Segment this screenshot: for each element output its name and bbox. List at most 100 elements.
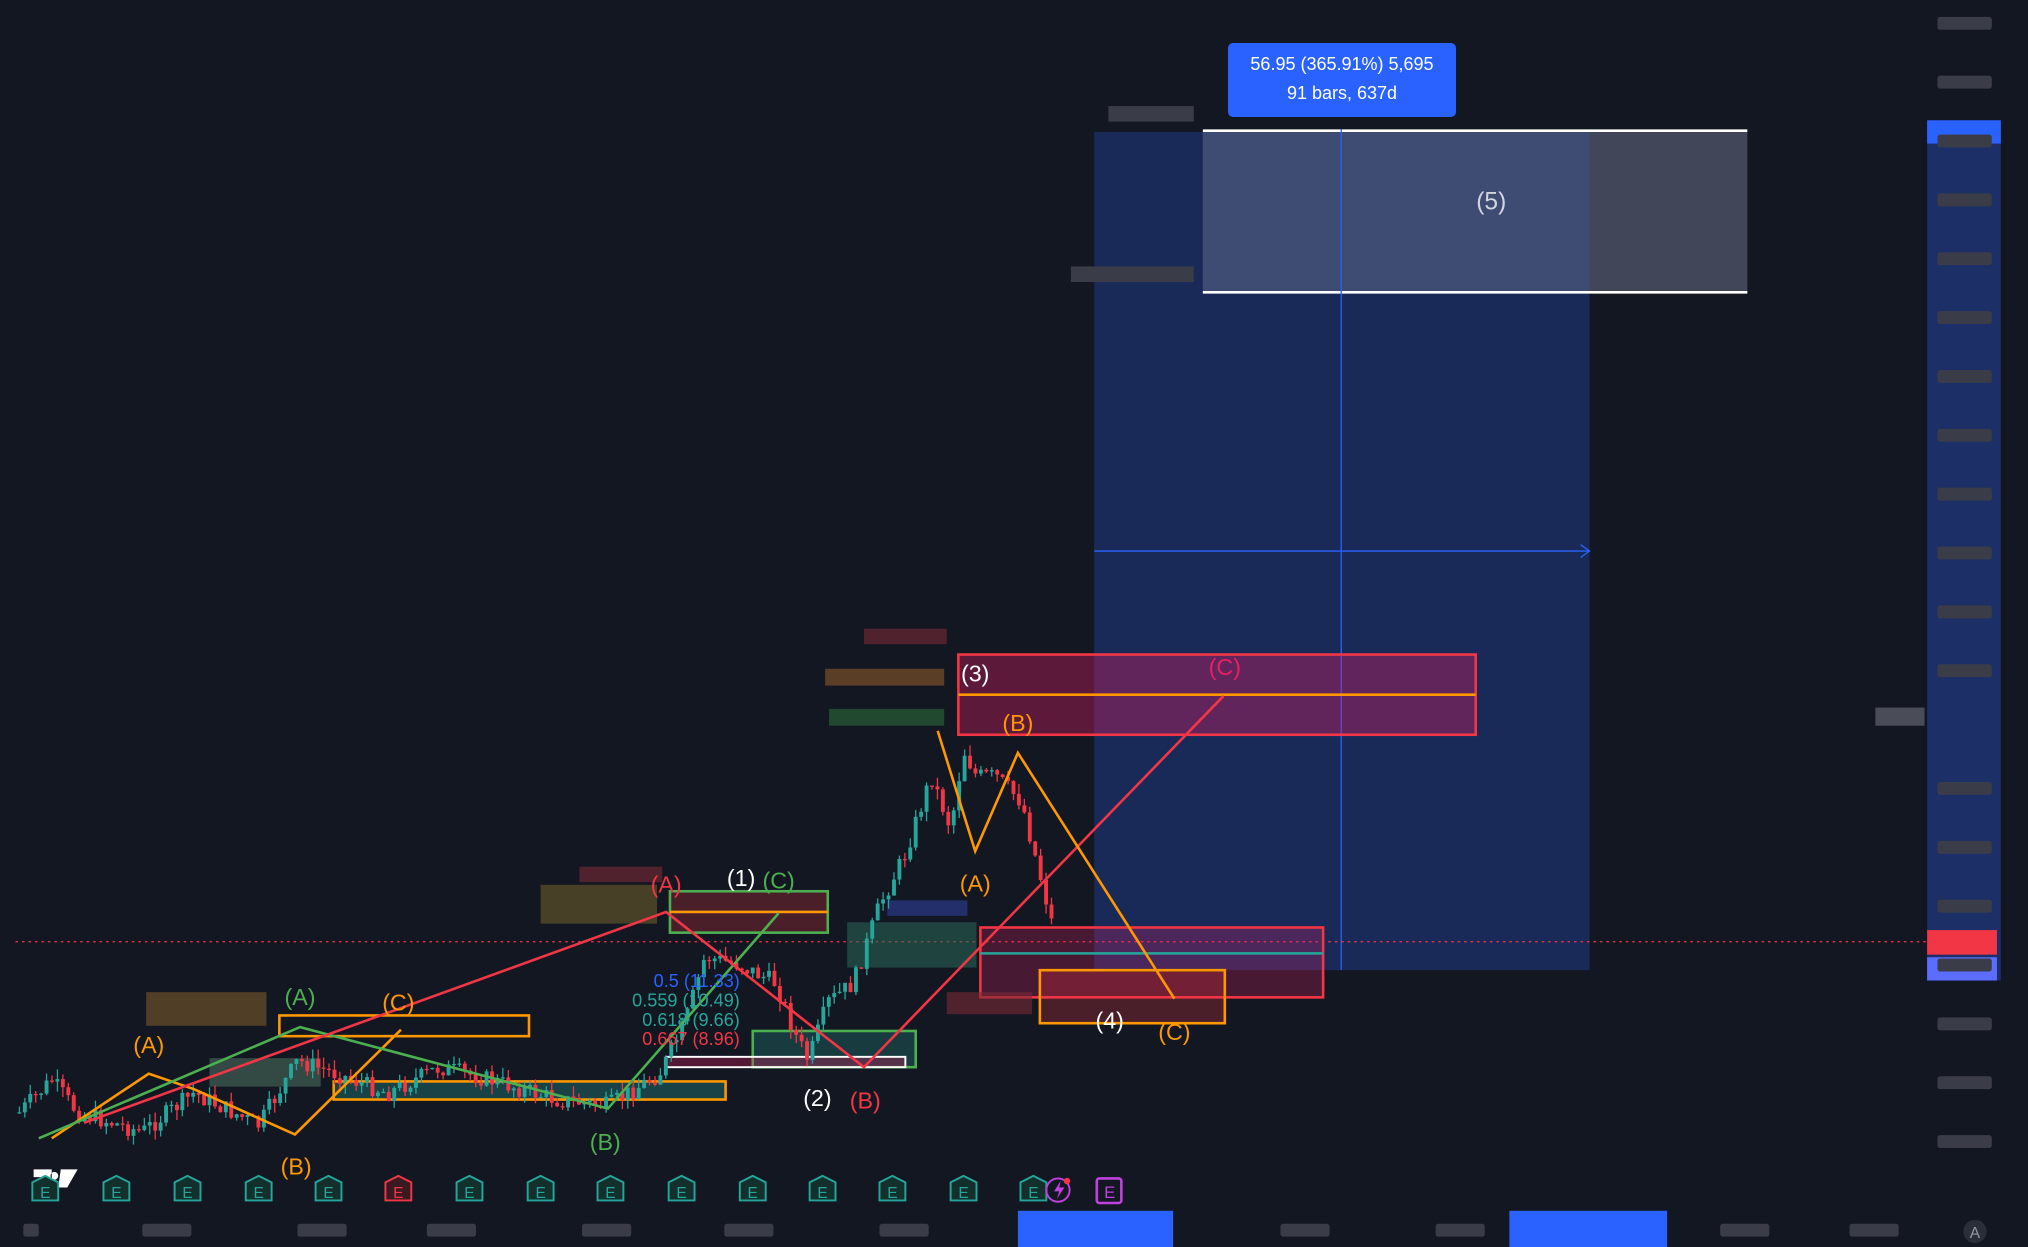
earnings-label: E <box>1028 1185 1038 1202</box>
candle-body <box>408 1087 413 1092</box>
candle-body <box>462 1063 467 1071</box>
candle-body <box>794 1029 799 1035</box>
candle-body <box>946 811 951 826</box>
earnings-icon[interactable]: E <box>244 1174 273 1202</box>
candle-body <box>229 1101 234 1118</box>
time-tick-label <box>1435 1223 1485 1237</box>
candle-body <box>33 1093 38 1096</box>
candle-body <box>278 1093 283 1103</box>
candle-body <box>560 1106 565 1108</box>
earnings-icon[interactable]: E <box>455 1174 484 1202</box>
candle-body <box>566 1096 570 1108</box>
auto-scale-button[interactable] <box>1963 1219 1987 1244</box>
candle-body <box>718 955 723 959</box>
candle-body <box>549 1090 554 1103</box>
earnings-icon[interactable]: E <box>949 1174 978 1202</box>
earnings-label: E <box>676 1185 686 1202</box>
wave-4-c-zone[interactable] <box>1038 968 1227 1025</box>
earnings-icon[interactable]: E <box>384 1174 413 1202</box>
wave-label-c: (C) <box>382 989 414 1015</box>
candle-body <box>881 899 886 904</box>
earnings-label: E <box>464 1185 474 1202</box>
candle-body <box>919 811 924 817</box>
candle-body <box>968 755 972 769</box>
wave-label-1: (1) <box>727 865 755 891</box>
candle-body <box>98 1110 103 1127</box>
candle-body <box>180 1092 185 1111</box>
earnings-icon[interactable]: E <box>173 1174 202 1202</box>
dividend-lightning-icon[interactable] <box>1045 1177 1071 1203</box>
candle-body <box>1016 793 1021 806</box>
candle-body <box>892 879 896 896</box>
candle-body <box>788 1003 793 1030</box>
candle-body <box>207 1094 212 1106</box>
earnings-icon[interactable]: E <box>667 1174 696 1202</box>
candle-body <box>837 991 842 994</box>
candle-body <box>1000 774 1005 778</box>
candle-body <box>479 1083 484 1086</box>
candle-body <box>631 1087 636 1100</box>
earnings-icon[interactable]: E <box>102 1174 131 1202</box>
candle-body <box>511 1088 516 1091</box>
candle-body <box>234 1114 239 1118</box>
candle-body <box>854 967 858 993</box>
candle-body <box>28 1093 33 1103</box>
earnings-upcoming-icon[interactable]: E <box>1095 1177 1123 1205</box>
earnings-icon[interactable]: E <box>31 1174 60 1202</box>
earnings-icon[interactable]: E <box>808 1174 837 1202</box>
candle-body <box>424 1068 429 1071</box>
earnings-icon[interactable]: E <box>738 1174 767 1202</box>
candle-body <box>1049 904 1054 919</box>
time-tick-label <box>582 1223 632 1237</box>
blurred-label <box>1108 106 1194 122</box>
earnings-icon[interactable]: E <box>596 1174 625 1202</box>
price-axis[interactable] <box>23 16 1992 1237</box>
candle-body <box>397 1082 402 1088</box>
price-tick-label <box>1937 311 1992 325</box>
candle-body <box>533 1084 538 1098</box>
wave-label-b: (B) <box>281 1154 312 1180</box>
candle-body <box>164 1105 169 1123</box>
candle-body <box>908 847 913 860</box>
wave-2-zone[interactable] <box>751 1029 917 1069</box>
candle-body <box>403 1082 408 1092</box>
earnings-icon[interactable]: E <box>878 1174 907 1202</box>
candle-body <box>115 1123 120 1126</box>
candle-body <box>930 785 934 787</box>
candle-body <box>109 1122 114 1126</box>
earnings-icon[interactable]: E <box>314 1174 343 1202</box>
candle-body <box>642 1079 647 1089</box>
price-tick-label <box>1937 134 1992 148</box>
earnings-label: E <box>40 1185 50 1202</box>
candle-body <box>984 769 989 772</box>
candle-body <box>1022 805 1027 813</box>
earnings-icon[interactable]: E <box>526 1174 555 1202</box>
candle-body <box>305 1061 310 1072</box>
candle-body <box>55 1079 60 1082</box>
green-abc-line <box>38 912 780 1140</box>
candle-body <box>457 1063 462 1065</box>
candle-body <box>131 1129 136 1136</box>
candle-body <box>810 1040 815 1060</box>
candle-body <box>691 989 695 1009</box>
candle-body <box>332 1069 337 1079</box>
candle-body <box>897 858 902 880</box>
candle-body <box>66 1087 71 1096</box>
candle-body <box>88 1115 92 1122</box>
zone-c-left[interactable] <box>278 1014 531 1038</box>
current-price-label[interactable] <box>1927 930 1997 955</box>
candle-body <box>375 1092 380 1097</box>
candle-body <box>886 895 891 900</box>
candle-body <box>169 1104 174 1107</box>
candle-body <box>843 982 848 992</box>
candle-body <box>1006 777 1010 781</box>
earnings-icon[interactable]: E <box>1019 1174 1048 1202</box>
wave-label-5: (5) <box>1476 189 1506 216</box>
candle-body <box>441 1072 446 1076</box>
candle-body <box>870 920 875 939</box>
time-tick-label <box>1280 1223 1330 1237</box>
time-label-end <box>1509 1210 1668 1247</box>
blurred-labels <box>146 628 1033 1087</box>
